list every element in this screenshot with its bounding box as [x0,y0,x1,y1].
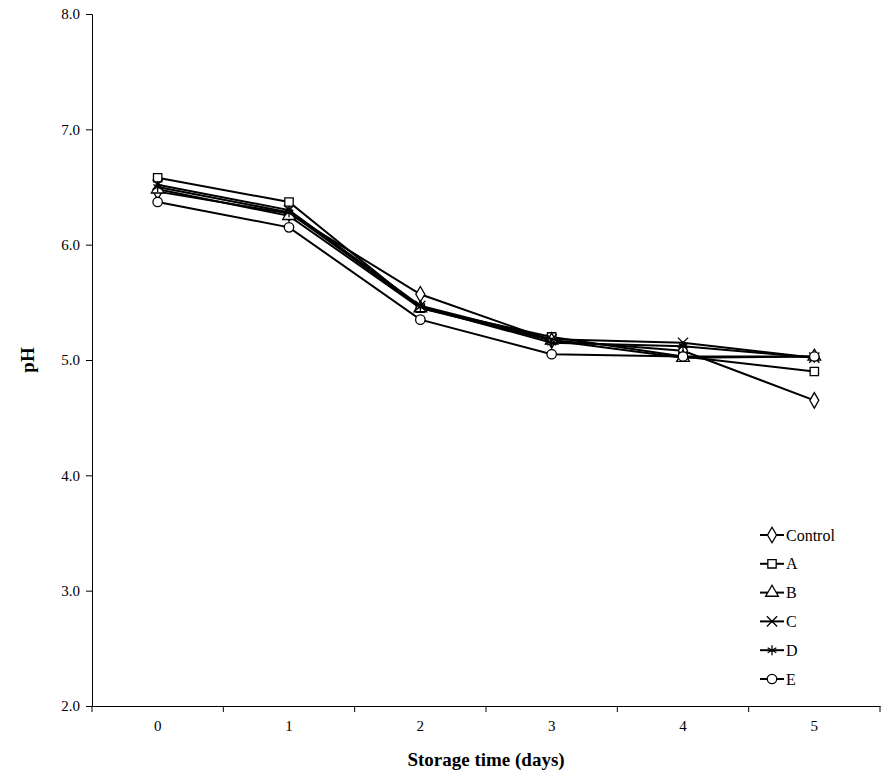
series [151,182,820,361]
x-tick: 3 [548,718,556,734]
x-tick: 2 [417,718,425,734]
legend-marker [768,645,777,655]
x-tick-label: 2 [417,718,425,734]
x-tick: 1 [285,718,293,734]
series-line [158,192,815,401]
legend-label: B [786,584,797,601]
x-tick: 5 [811,718,819,734]
series [153,180,820,363]
legend-marker [767,616,777,626]
y-tick: 2.0 [61,698,92,714]
legend-marker [768,560,776,568]
x-divider [617,706,618,712]
y-tick-mark [86,129,92,130]
x-divider [486,706,487,712]
y-tick: 6.0 [61,237,92,253]
series-line [158,202,815,357]
x-tick-label: 1 [285,718,293,734]
series [153,182,818,363]
series-marker [285,198,293,206]
series [153,197,819,361]
y-tick-mark [86,245,92,246]
series-marker [810,352,819,361]
x-tick-label: 0 [154,718,162,734]
y-tick-mark [86,706,92,707]
y-tick-mark [86,14,92,15]
series-marker [547,338,556,348]
series-marker [153,182,162,192]
y-tick-label: 3.0 [61,583,80,599]
series-marker [547,350,556,359]
x-tick-label: 4 [679,718,687,734]
legend-label: E [786,671,796,688]
series-line [158,185,815,358]
y-tick-mark [86,591,92,592]
x-divider [92,706,93,712]
y-axis-title: pH [17,347,38,373]
legend-entry: E [760,671,796,688]
y-tick-label: 7.0 [61,122,80,138]
x-dividers [92,706,880,712]
x-axis-title: Storage time (days) [407,749,564,771]
series-marker [153,197,162,206]
x-tick: 4 [679,718,687,734]
series-marker [416,315,425,324]
plot-area [151,174,820,409]
series-line [158,187,815,358]
legend-marker [766,585,779,596]
series-marker [810,353,819,363]
series-marker [677,350,690,361]
y-tick-label: 4.0 [61,468,80,484]
legend-marker [768,527,777,543]
y-tick-mark [86,475,92,476]
chart: 2.0 3.0 4.0 5.0 6.0 7.0 8.0 0 1 2 3 4 5 Storage time … [0,0,896,780]
series-marker [678,352,687,361]
y-tick: 5.0 [61,352,92,368]
legend-entry: D [760,642,798,659]
x-divider [354,706,355,712]
series-marker [416,302,425,312]
y-tick: 4.0 [61,468,92,484]
x-divider [880,706,881,712]
y-tick: 8.0 [61,6,92,22]
x-divider [223,706,224,712]
legend-marker [767,674,776,683]
series-marker [285,207,294,217]
legend-label: C [786,613,797,630]
legend-entry: B [760,584,797,601]
y-tick-mark [86,360,92,361]
series-marker [810,393,819,409]
y-tick: 7.0 [61,122,92,138]
series-line [158,178,815,372]
x-tick-label: 3 [548,718,556,734]
legend-label: D [786,642,798,659]
x-tick-label: 5 [811,718,819,734]
y-tick-label: 5.0 [61,352,80,368]
y-tick-label: 8.0 [61,6,80,22]
legend-label: Control [786,527,835,544]
series-marker [810,367,818,375]
y-axis-line [86,15,93,707]
series-marker [284,223,293,232]
legend-entry: C [760,613,797,630]
series [153,184,819,408]
y-tick-label: 6.0 [61,237,80,253]
x-axis: 0 1 2 3 4 5 [93,707,881,734]
legend: Control ABCDE [760,527,835,688]
series [153,174,818,376]
legend-entry: Control [760,527,835,544]
y-tick: 3.0 [61,583,92,599]
y-axis: 2.0 3.0 4.0 5.0 6.0 7.0 8.0 [61,6,92,714]
x-divider [748,706,749,712]
series-marker [679,352,687,360]
series-marker [679,341,688,351]
series-line [158,189,815,357]
series-marker [809,353,819,363]
legend-label: A [786,555,798,572]
x-tick: 0 [154,718,162,734]
legend-entry: A [760,555,798,572]
y-tick-label: 2.0 [61,698,80,714]
